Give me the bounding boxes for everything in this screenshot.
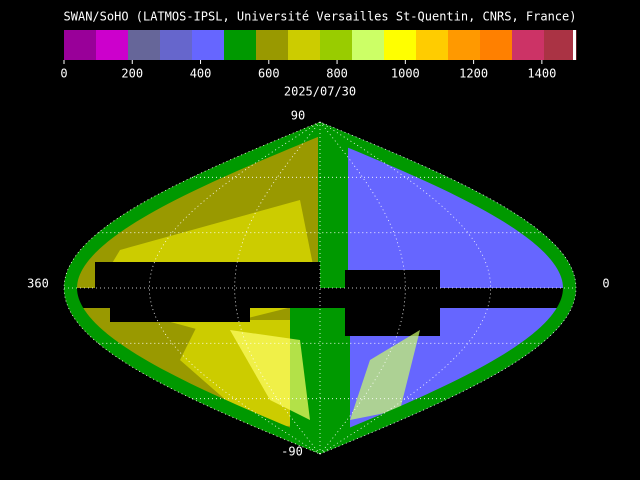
colorbar: 0 200 400 600 800 1000 1200 1400 bbox=[60, 30, 577, 81]
colorbar-segment bbox=[544, 30, 577, 60]
colorbar-segment bbox=[128, 30, 161, 60]
right-label: 0 bbox=[602, 277, 609, 291]
left-label: 360 bbox=[27, 277, 49, 291]
colorbar-segment bbox=[256, 30, 289, 60]
date: 2025/07/30 bbox=[284, 85, 356, 99]
colorbar-segment bbox=[192, 30, 225, 60]
top-label: 90 bbox=[291, 109, 305, 123]
colorbar-tick-label: 400 bbox=[190, 67, 212, 81]
colorbar-segment bbox=[288, 30, 321, 60]
graticule bbox=[63, 121, 577, 455]
colorbar-segment bbox=[160, 30, 193, 60]
colorbar-tick-label: 1000 bbox=[391, 67, 420, 81]
colorbar-segment bbox=[64, 30, 97, 60]
colorbar-segment bbox=[512, 30, 545, 60]
colorbar-segment bbox=[224, 30, 257, 60]
colorbar-segment bbox=[352, 30, 385, 60]
colorbar-segment bbox=[384, 30, 417, 60]
bottom-label: -90 bbox=[281, 445, 303, 459]
colorbar-tick-label: 800 bbox=[326, 67, 348, 81]
title: SWAN/SoHO (LATMOS-IPSL, Université Versa… bbox=[64, 10, 577, 24]
outline bbox=[63, 121, 577, 455]
colorbar-segment bbox=[416, 30, 449, 60]
colorbar-tick-label: 1400 bbox=[527, 67, 556, 81]
colorbar-tick-label: 1200 bbox=[459, 67, 488, 81]
colorbar-end bbox=[573, 30, 576, 60]
colorbar-segment bbox=[320, 30, 353, 60]
colorbar-segment bbox=[448, 30, 481, 60]
colorbar-tick-label: 600 bbox=[258, 67, 280, 81]
colorbar-tick-label: 200 bbox=[121, 67, 143, 81]
colorbar-segment bbox=[96, 30, 129, 60]
colorbar-segment bbox=[480, 30, 513, 60]
colorbar-tick-label: 0 bbox=[60, 67, 67, 81]
